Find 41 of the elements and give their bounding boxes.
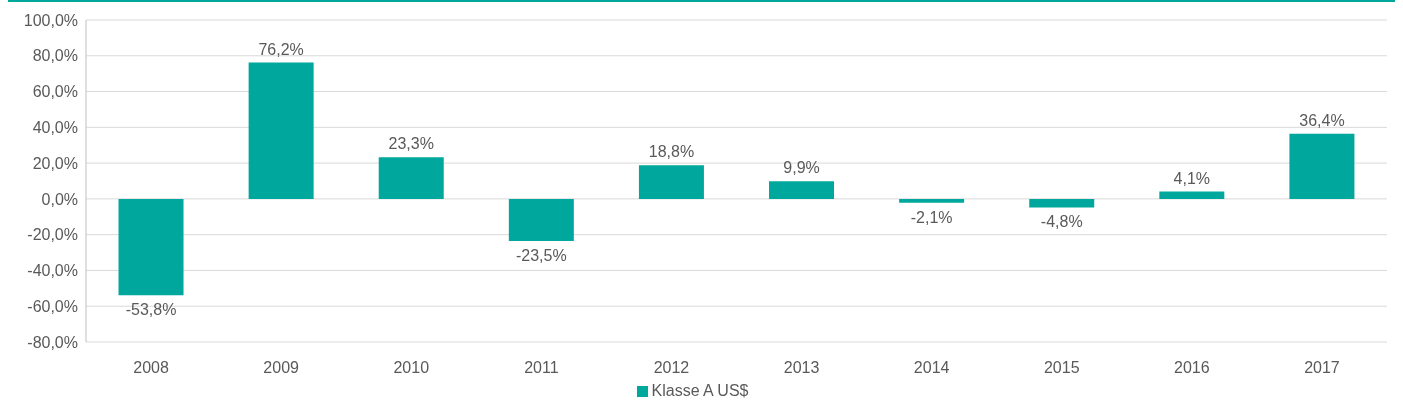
data-label: 18,8% (648, 143, 695, 161)
data-label: -23,5% (515, 246, 567, 264)
x-tick-label: 2011 (524, 359, 559, 377)
data-label: 36,4% (1299, 111, 1345, 129)
data-label: 76,2% (258, 40, 304, 58)
y-tick-label: 20,0% (32, 154, 78, 172)
legend-label: Klasse A US$ (651, 382, 749, 399)
data-label: 9,9% (783, 159, 820, 177)
y-tick-label: 60,0% (32, 83, 78, 101)
y-tick-label: -40,0% (27, 262, 78, 280)
y-tick-label: -60,0% (27, 297, 78, 315)
data-label: -53,8% (125, 301, 177, 319)
x-tick-label: 2008 (133, 359, 169, 377)
y-tick-label: -80,0% (27, 333, 78, 351)
x-tick-label: 2009 (263, 359, 300, 377)
y-tick-label: -20,0% (27, 226, 78, 244)
y-tick-label: 100,0% (23, 11, 78, 29)
y-tick-label: 0,0% (41, 190, 78, 208)
x-tick-label: 2013 (783, 359, 820, 377)
bar (1159, 191, 1225, 199)
bar (248, 62, 314, 199)
bar (508, 198, 574, 241)
data-label: -2,1% (910, 208, 953, 226)
bar (638, 165, 704, 199)
bar (378, 157, 444, 199)
data-label: 23,3% (388, 135, 434, 153)
bar (899, 198, 965, 203)
bar (118, 198, 184, 296)
x-tick-label: 2017 (1304, 359, 1340, 377)
x-tick-label: 2015 (1043, 359, 1080, 377)
bar (769, 181, 835, 199)
y-tick-label: 40,0% (32, 119, 78, 137)
bar (1289, 133, 1355, 199)
x-tick-label: 2014 (913, 359, 950, 377)
x-tick-label: 2012 (653, 359, 690, 377)
data-label: -4,8% (1040, 213, 1083, 231)
data-label: 4,1% (1173, 169, 1211, 187)
bar (1029, 198, 1095, 208)
y-tick-label: 80,0% (32, 47, 78, 65)
x-tick-label: 2010 (393, 359, 430, 377)
x-tick-label: 2016 (1174, 359, 1210, 377)
